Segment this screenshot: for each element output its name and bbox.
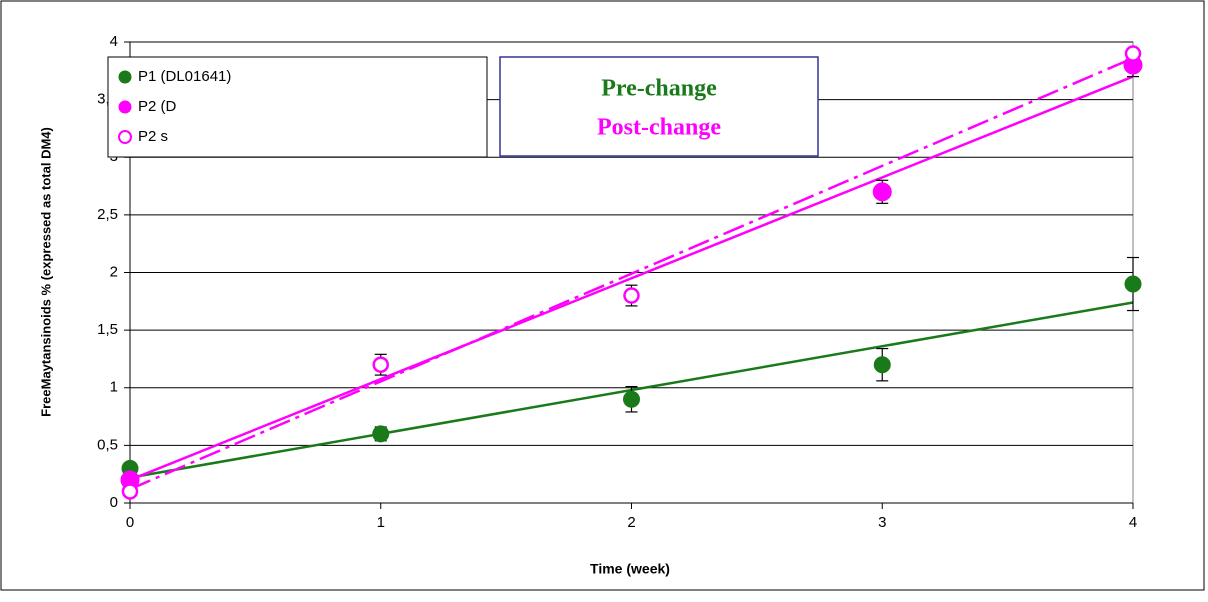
data-point: [1124, 275, 1142, 293]
legend-marker: [118, 100, 132, 114]
x-tick-label: 1: [377, 514, 385, 531]
x-axis-title: Time (week): [590, 561, 670, 577]
trend-line: [129, 56, 1134, 491]
legend-box: [107, 56, 488, 158]
legend-label: P1 (DL01641): [138, 68, 231, 85]
trend-line: [129, 75, 1134, 482]
y-tick-label: 2: [110, 263, 118, 280]
legend-label: P2 s: [138, 128, 168, 145]
data-point: [873, 356, 891, 374]
annotation: Post-change: [597, 115, 721, 141]
y-tick-label: 2,5: [97, 206, 118, 223]
x-tick-label: 3: [878, 514, 886, 531]
data-point: [623, 390, 640, 408]
legend-label: P2 (D: [138, 98, 177, 115]
x-tick-label: 4: [1129, 514, 1137, 531]
data-point: [372, 356, 389, 373]
annotation: Pre-change: [601, 76, 717, 102]
annotation-box: [499, 56, 819, 157]
y-axis-title: FreeMaytansinoids % (expressed as total …: [38, 127, 53, 417]
y-tick-label: 1,5: [97, 321, 118, 338]
data-point: [372, 425, 390, 443]
data-point: [121, 483, 139, 500]
legend-marker: [118, 70, 132, 84]
data-point: [1124, 45, 1142, 62]
legend-marker: [118, 130, 132, 144]
y-tick-label: 0,5: [97, 436, 118, 453]
y-tick-label: 1: [110, 379, 118, 396]
data-point: [872, 182, 892, 202]
y-tick-label: 0: [110, 494, 118, 511]
data-point: [623, 287, 640, 304]
x-tick-label: 2: [627, 514, 635, 531]
x-tick-label: 0: [126, 514, 134, 531]
y-tick-label: 4: [110, 33, 118, 50]
